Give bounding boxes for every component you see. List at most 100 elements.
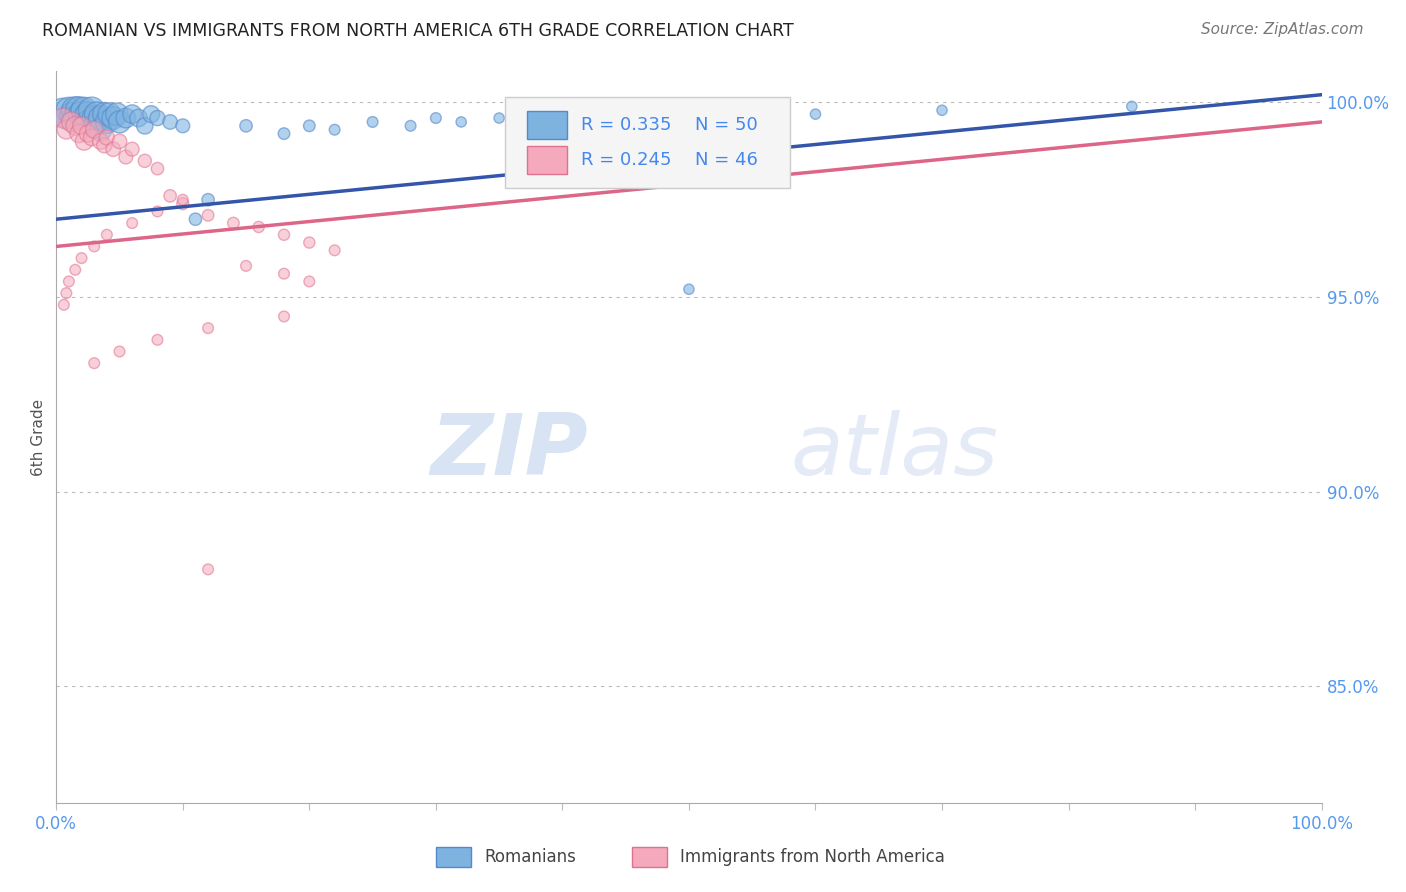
Point (134, 153, 156, 168)
Text: Immigrants from North America: Immigrants from North America (681, 848, 945, 866)
Point (90, 135, 111, 149)
Point (159, 115, 181, 129)
Point (127, 111, 149, 125)
Point (65, 119, 87, 133)
Point (114, 111, 138, 125)
Point (58, 275, 80, 289)
Point (55, 111, 77, 125)
Point (804, 107, 827, 121)
Point (108, 344, 131, 359)
Bar (527, 111, 568, 138)
Point (98, 107, 121, 121)
Point (76, 115, 98, 129)
Point (55, 122, 77, 136)
Point (73, 135, 96, 149)
Point (80, 130, 103, 145)
Point (65, 111, 87, 125)
Point (70, 119, 93, 133)
Point (80, 103, 103, 118)
Text: Source: ZipAtlas.com: Source: ZipAtlas.com (1201, 22, 1364, 37)
Point (121, 107, 143, 121)
Point (172, 196, 194, 211)
Point (184, 212, 207, 227)
Point (146, 161, 169, 176)
Point (60, 115, 83, 129)
Point (90, 122, 111, 136)
Point (105, 107, 128, 121)
Point (141, 107, 162, 121)
Point (114, 150, 138, 164)
Point (103, 111, 124, 125)
Point (197, 562, 219, 576)
Point (159, 189, 181, 203)
Point (96, 130, 118, 145)
Point (108, 115, 131, 129)
Point (323, 122, 346, 136)
Point (76, 127, 98, 141)
Y-axis label: 6th Grade: 6th Grade (31, 399, 46, 475)
Point (73, 111, 96, 125)
Point (235, 119, 257, 133)
Point (86, 107, 108, 121)
Point (73, 103, 96, 118)
Point (172, 119, 194, 133)
Point (361, 115, 384, 129)
Point (614, 107, 637, 121)
Point (108, 135, 131, 149)
Point (273, 310, 295, 324)
Point (298, 275, 321, 289)
Point (96, 227, 118, 242)
Point (67, 103, 90, 118)
Point (298, 119, 321, 133)
Point (103, 142, 124, 156)
Point (58, 103, 80, 118)
Point (146, 204, 169, 219)
Point (399, 119, 422, 133)
Point (273, 267, 295, 281)
Point (247, 219, 270, 234)
Point (146, 111, 169, 125)
Point (146, 333, 169, 347)
Bar (436, 847, 471, 867)
Point (197, 321, 219, 335)
Point (52, 111, 75, 125)
Point (931, 103, 953, 118)
Point (93, 138, 115, 153)
Point (121, 142, 143, 156)
Point (90, 111, 111, 125)
Point (83, 119, 105, 133)
Point (450, 115, 472, 129)
Point (60, 107, 83, 121)
Text: Romanians: Romanians (484, 848, 576, 866)
Bar (633, 847, 668, 867)
Point (197, 193, 219, 207)
Point (65, 262, 87, 277)
Point (65, 103, 87, 118)
Point (55, 286, 77, 301)
Text: ROMANIAN VS IMMIGRANTS FROM NORTH AMERICA 6TH GRADE CORRELATION CHART: ROMANIAN VS IMMIGRANTS FROM NORTH AMERIC… (42, 22, 794, 40)
Point (172, 193, 194, 207)
Point (83, 122, 105, 136)
Point (323, 244, 346, 258)
Point (67, 127, 90, 141)
Point (83, 239, 105, 253)
Point (235, 259, 257, 273)
Point (70, 251, 93, 265)
Bar (527, 146, 568, 174)
Text: R = 0.335: R = 0.335 (582, 116, 672, 134)
Point (273, 127, 295, 141)
Point (298, 235, 321, 250)
Point (1121, 99, 1143, 113)
Point (96, 115, 118, 129)
Text: ZIP: ZIP (430, 410, 588, 493)
Text: atlas: atlas (790, 410, 998, 493)
Point (134, 119, 156, 133)
Point (551, 111, 574, 125)
Point (70, 107, 93, 121)
Text: N = 50: N = 50 (695, 116, 758, 134)
Point (526, 107, 548, 121)
Point (83, 111, 105, 125)
Point (52, 298, 75, 312)
Point (83, 356, 105, 370)
Point (222, 216, 245, 230)
